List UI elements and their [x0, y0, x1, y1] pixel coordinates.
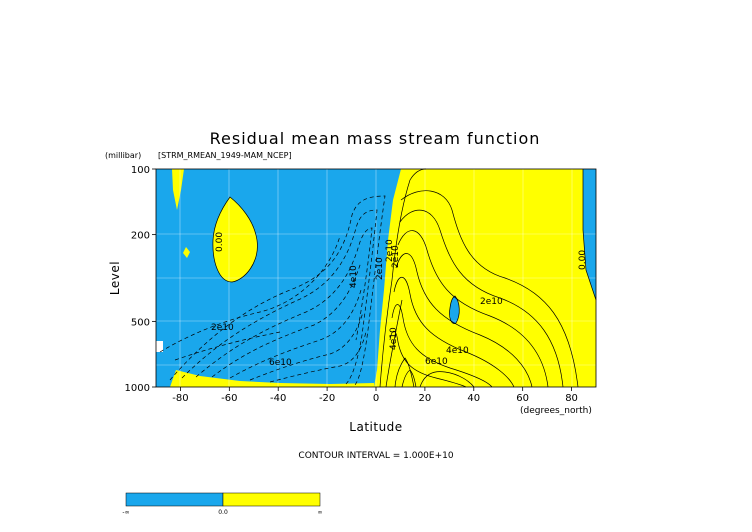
x-tick-label: 40 — [467, 393, 480, 404]
y-axis-label: Level — [108, 261, 122, 295]
contour-label: 2e10 — [211, 323, 234, 333]
positive-blob-left — [172, 169, 184, 210]
y-units-label: (millibar) — [105, 151, 141, 160]
contour-label: 4e10 — [389, 327, 399, 350]
x-tick-label: 0 — [373, 393, 379, 404]
colorbar-label-mid: 0.0 — [218, 509, 228, 516]
contour-label: 0.00 — [215, 232, 225, 252]
y-tick-label: 1000 — [125, 383, 150, 394]
x-tick-label: -60 — [221, 393, 237, 404]
colorbar-positive — [222, 492, 321, 507]
y-tick-label: 500 — [131, 317, 150, 328]
x-tick-label: 80 — [565, 393, 578, 404]
x-axis-label: Latitude — [349, 420, 402, 434]
x-tick-label: -40 — [270, 393, 286, 404]
contour-label: 2e10 — [480, 297, 503, 307]
negative-island — [449, 296, 460, 324]
colorbar-label-max: ∞ — [318, 509, 323, 516]
contour-label: 2e10 — [391, 245, 401, 268]
contour-label: 2e10 — [375, 257, 385, 280]
positive-field-bottom — [170, 370, 374, 387]
colorbar-negative — [125, 492, 224, 507]
colorbar-label-min: -∞ — [122, 509, 129, 516]
x-tick-label: -20 — [319, 393, 335, 404]
positive-dot — [183, 247, 190, 258]
contour-lines-negative — [159, 195, 386, 386]
contour-interval-note: CONTOUR INTERVAL = 1.000E+10 — [298, 451, 453, 461]
x-units-label: (degrees_north) — [520, 406, 592, 416]
y-axis: 100 200 500 1000 — [125, 165, 156, 394]
chart-title: Residual mean mass stream function — [210, 129, 541, 148]
contour-label: 6e10 — [425, 357, 448, 367]
y-tick-label: 100 — [131, 165, 150, 176]
y-tick-label: 200 — [131, 231, 150, 242]
contour-label: 4e10 — [349, 265, 359, 288]
x-axis: -80 -60 -40 -20 0 20 40 60 80 — [172, 387, 578, 404]
contour-label: 0.00 — [578, 250, 588, 270]
contour-value-labels: 0.00 0.00 2e10 4e10 2e10 6e10 2e10 2e10 … — [211, 232, 588, 368]
contour-lines-positive — [212, 168, 597, 388]
plot-area: 0.00 0.00 2e10 4e10 2e10 6e10 2e10 2e10 … — [155, 168, 597, 388]
gap-patch — [156, 341, 163, 352]
chart-subtitle: [STRM_RMEAN_1949-MAM_NCEP] — [158, 151, 292, 160]
colorbar: -∞ 0.0 ∞ — [122, 492, 323, 516]
contour-label: 4e10 — [446, 346, 469, 356]
x-tick-label: 20 — [419, 393, 432, 404]
positive-blob-upper — [212, 197, 258, 282]
contour-label: 6e10 — [269, 358, 292, 368]
x-tick-label: 60 — [516, 393, 529, 404]
contour-label: 2e10 — [385, 239, 395, 262]
x-tick-label: -80 — [172, 393, 188, 404]
